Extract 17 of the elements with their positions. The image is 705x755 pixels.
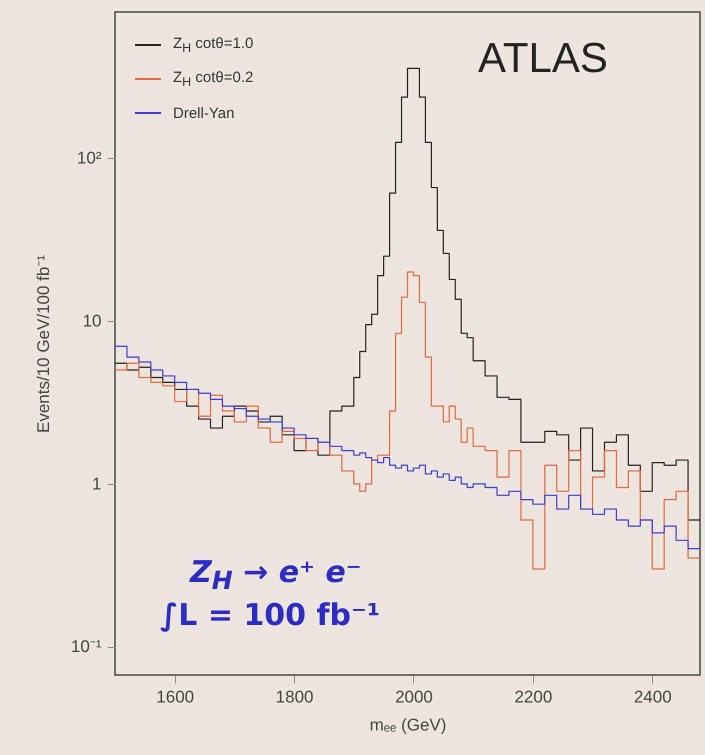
y-tick-label: 10² (76, 148, 102, 168)
x-tick-label: 1600 (156, 688, 194, 706)
legend-label: Z$_{H}$ cotθ=0.2 (173, 69, 254, 89)
x-axis-title: mₑₑ (GeV) (370, 716, 446, 734)
x-tick-label: 2200 (514, 688, 552, 706)
y-tick-label: 10⁻¹ (70, 637, 102, 656)
annotation: ATLAS (478, 34, 608, 82)
x-tick-label: 2400 (634, 688, 672, 706)
legend-label: Drell-Yan (173, 104, 234, 122)
y-tick-label: 10 (82, 312, 102, 331)
annotation: Z$_{H}$ → e⁺ e⁻ (190, 555, 362, 595)
y-axis-title: Events/10 GeV/100 fb⁻¹ (34, 254, 53, 433)
x-tick-label: 2000 (395, 688, 433, 706)
x-tick-label: 1800 (276, 688, 314, 706)
y-tick-label: 1 (92, 474, 102, 494)
legend-label: Z$_{H}$ cotθ=1.0 (173, 35, 254, 55)
annotation: ∫L = 100 fb⁻¹ (160, 598, 380, 633)
